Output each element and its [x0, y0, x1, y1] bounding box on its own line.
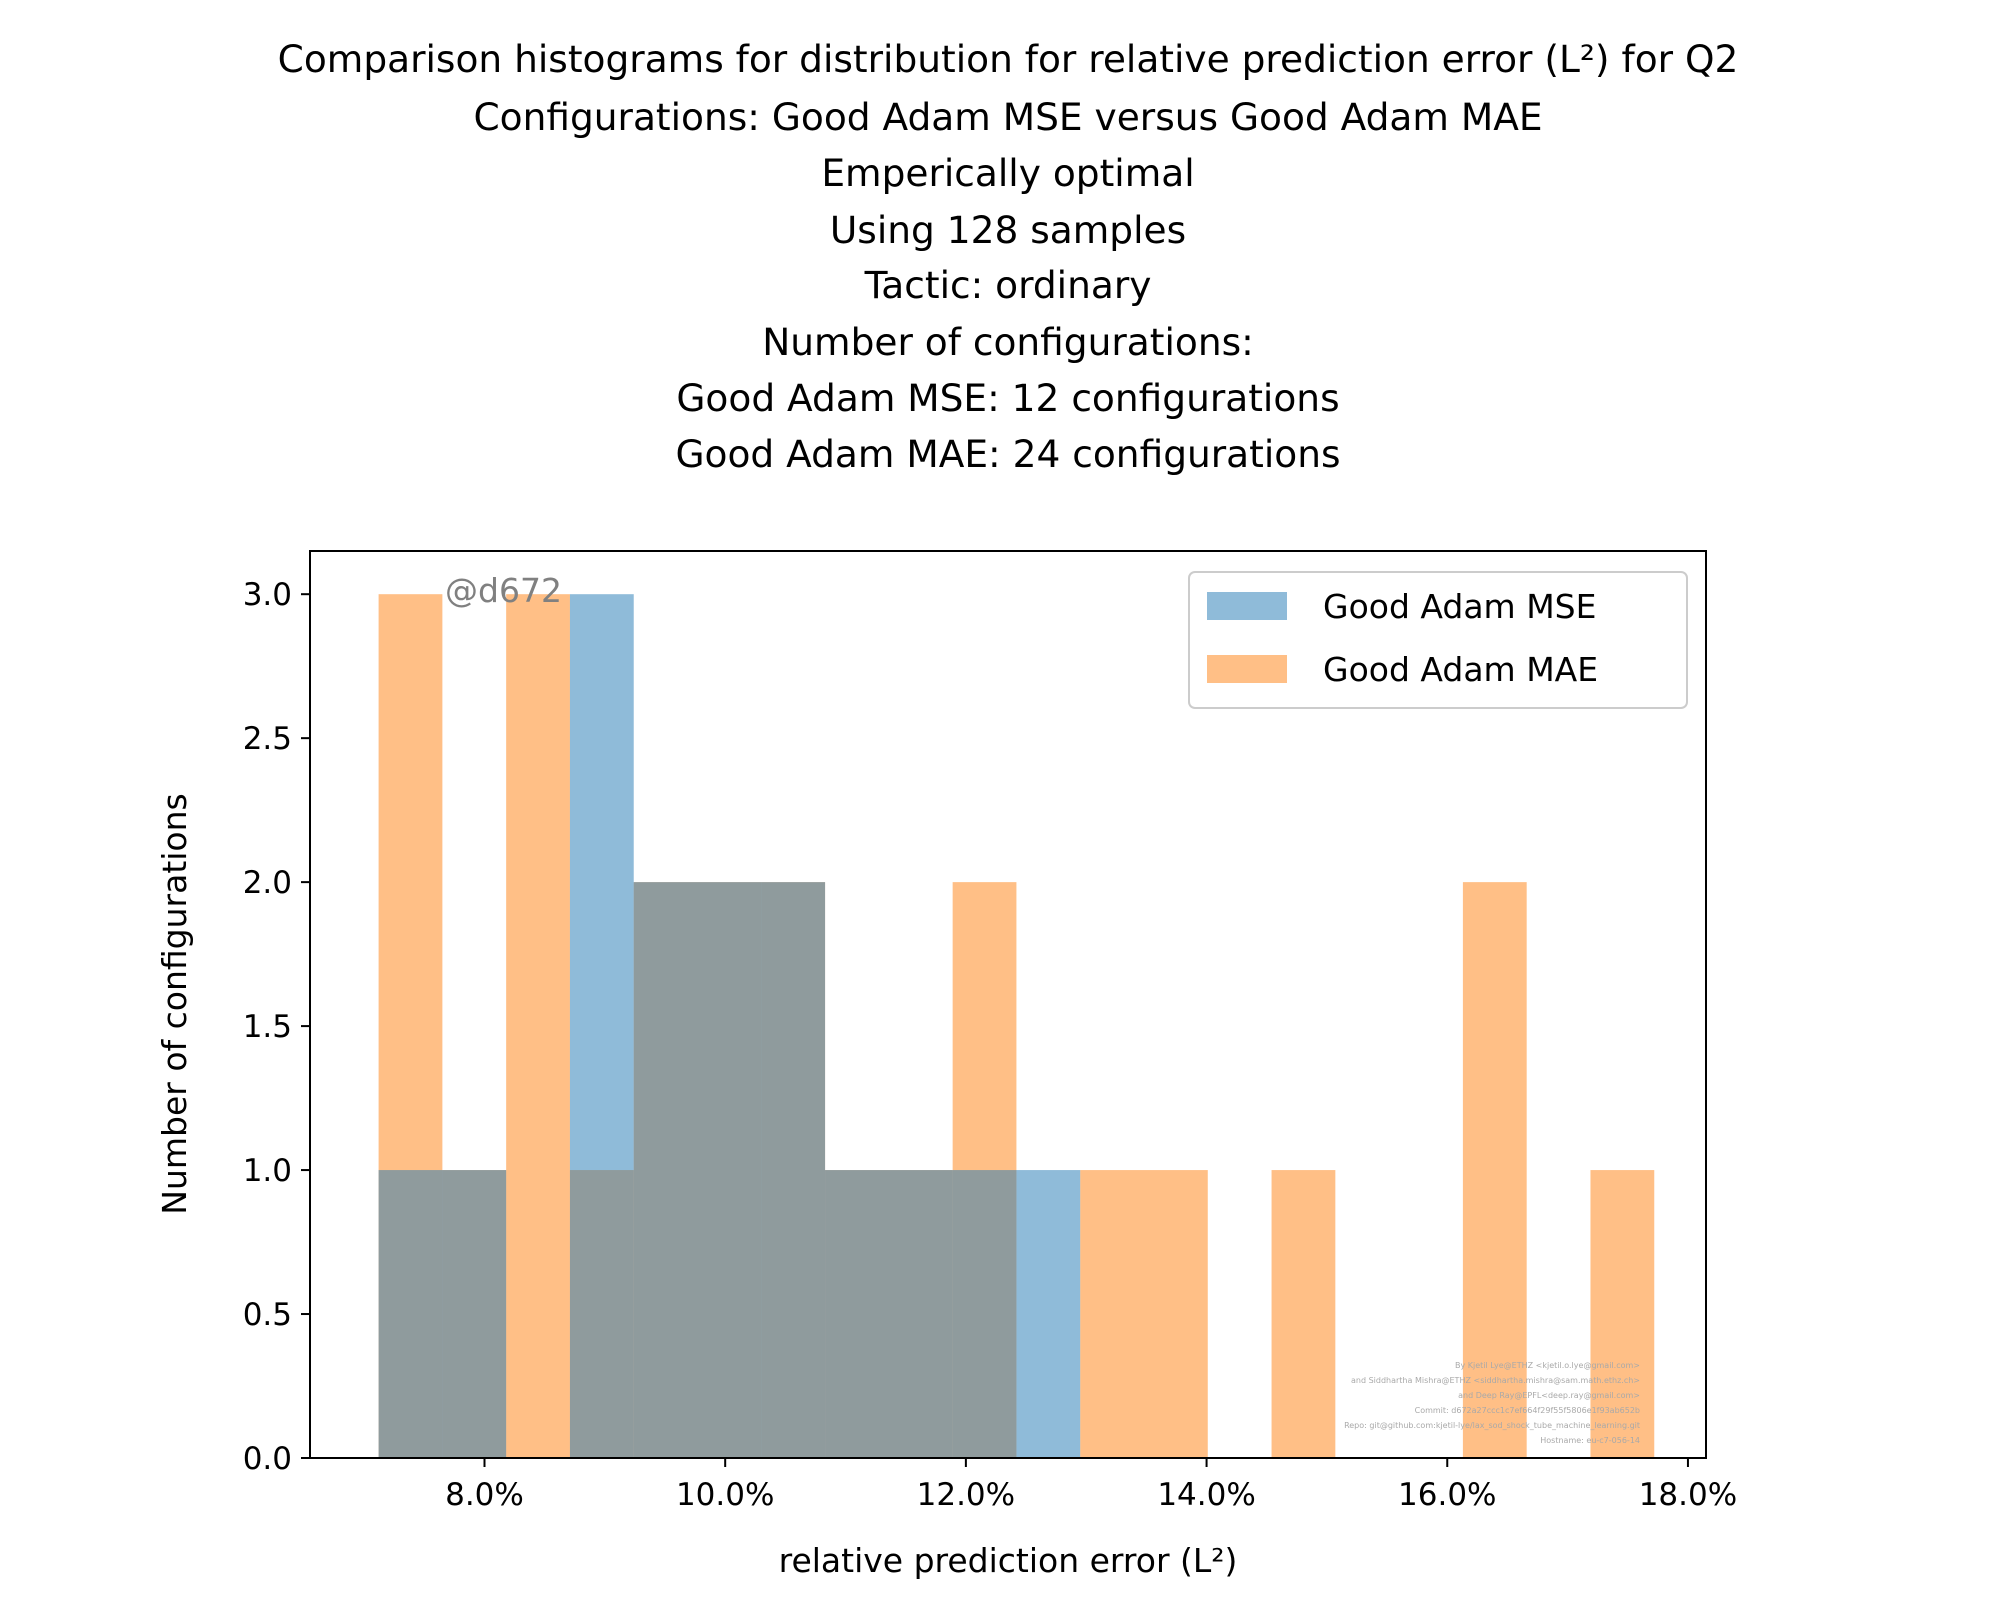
- bar-good-adam-mae-3: [506, 594, 570, 1458]
- legend-frame: [1188, 571, 1688, 709]
- legend-label-good-adam-mae: Good Adam MAE: [1323, 650, 1598, 689]
- y-tick-label: 1.0: [243, 1153, 292, 1189]
- bar-good-adam-mae-9: [1080, 1170, 1208, 1458]
- bar-good-adam-mae-10: [1271, 1170, 1336, 1458]
- y-tick-label: 2.5: [243, 721, 292, 757]
- credit-line-3: and Deep Ray@EPFL<deep.ray@gmail.com>: [1458, 1391, 1640, 1400]
- series-good-adam-mse: [378, 594, 1081, 1458]
- bar-good-adam-mae-11: [1462, 882, 1527, 1458]
- title-line-2: Configurations: Good Adam MSE versus Goo…: [473, 95, 1542, 139]
- x-axis-label: relative prediction error (L²): [779, 1541, 1238, 1580]
- x-tick-label: 14.0%: [1157, 1477, 1255, 1513]
- bar-good-adam-mse-6: [1016, 1170, 1081, 1458]
- x-tick-label: 8.0%: [445, 1477, 524, 1513]
- legend: Good Adam MSE Good Adam MAE: [1188, 571, 1688, 709]
- bar-good-adam-mse-4: [825, 1170, 953, 1458]
- x-tick-label: 16.0%: [1398, 1477, 1496, 1513]
- y-tick-label: 0.5: [243, 1297, 292, 1333]
- x-tick-label: 10.0%: [676, 1477, 774, 1513]
- bar-good-adam-mse-2: [569, 594, 634, 1458]
- credit-line-6: Hostname: eu-c7-056-14: [1540, 1436, 1640, 1445]
- x-tick-label: 12.0%: [917, 1477, 1015, 1513]
- y-tick-label: 1.5: [243, 1009, 292, 1045]
- chart-title: Comparison histograms for distribution f…: [278, 37, 1739, 476]
- title-line-6: Number of configurations:: [762, 320, 1254, 364]
- legend-swatch-good-adam-mse: [1207, 592, 1287, 620]
- y-tick-label: 2.0: [243, 865, 292, 901]
- bar-good-adam-mse-3: [633, 882, 826, 1458]
- x-axis: 8.0% 10.0% 12.0% 14.0% 16.0% 18.0%: [445, 1458, 1737, 1513]
- legend-swatch-good-adam-mae: [1207, 655, 1287, 683]
- credit-line-2: and Siddhartha Mishra@ETHZ <siddhartha.m…: [1351, 1376, 1640, 1385]
- y-tick-label: 0.0: [243, 1441, 292, 1477]
- y-axis-label: Number of configurations: [155, 793, 194, 1214]
- bar-good-adam-mae-12: [1590, 1170, 1655, 1458]
- x-tick-label: 18.0%: [1639, 1477, 1737, 1513]
- credit-line-5: Repo: git@github.com:kjetil-lye/lax_sod_…: [1344, 1421, 1640, 1430]
- title-line-3: Emperically optimal: [821, 151, 1194, 195]
- bar-good-adam-mse-1: [378, 1170, 507, 1458]
- plot-area-frame: [309, 550, 1707, 1459]
- credit-line-1: By Kjetil Lye@ETHZ <kjetil.o.lye@gmail.c…: [1455, 1361, 1640, 1370]
- bar-good-adam-mse-5: [952, 1170, 1017, 1458]
- title-line-8: Good Adam MAE: 24 configurations: [675, 432, 1340, 476]
- y-axis: 0.0 0.5 1.0 1.5 2.0 2.5 3.0: [243, 577, 310, 1477]
- watermark-text: @d672: [445, 571, 562, 610]
- title-line-4: Using 128 samples: [830, 208, 1186, 252]
- legend-label-good-adam-mse: Good Adam MSE: [1323, 587, 1596, 626]
- y-tick-label: 3.0: [243, 577, 292, 613]
- title-line-1: Comparison histograms for distribution f…: [278, 37, 1739, 81]
- title-line-7: Good Adam MSE: 12 configurations: [676, 376, 1339, 420]
- credits-block: By Kjetil Lye@ETHZ <kjetil.o.lye@gmail.c…: [1344, 1361, 1640, 1445]
- title-line-5: Tactic: ordinary: [864, 263, 1152, 307]
- credit-line-4: Commit: d672a27ccc1c7ef664f29f55f5806e1f…: [1415, 1406, 1640, 1415]
